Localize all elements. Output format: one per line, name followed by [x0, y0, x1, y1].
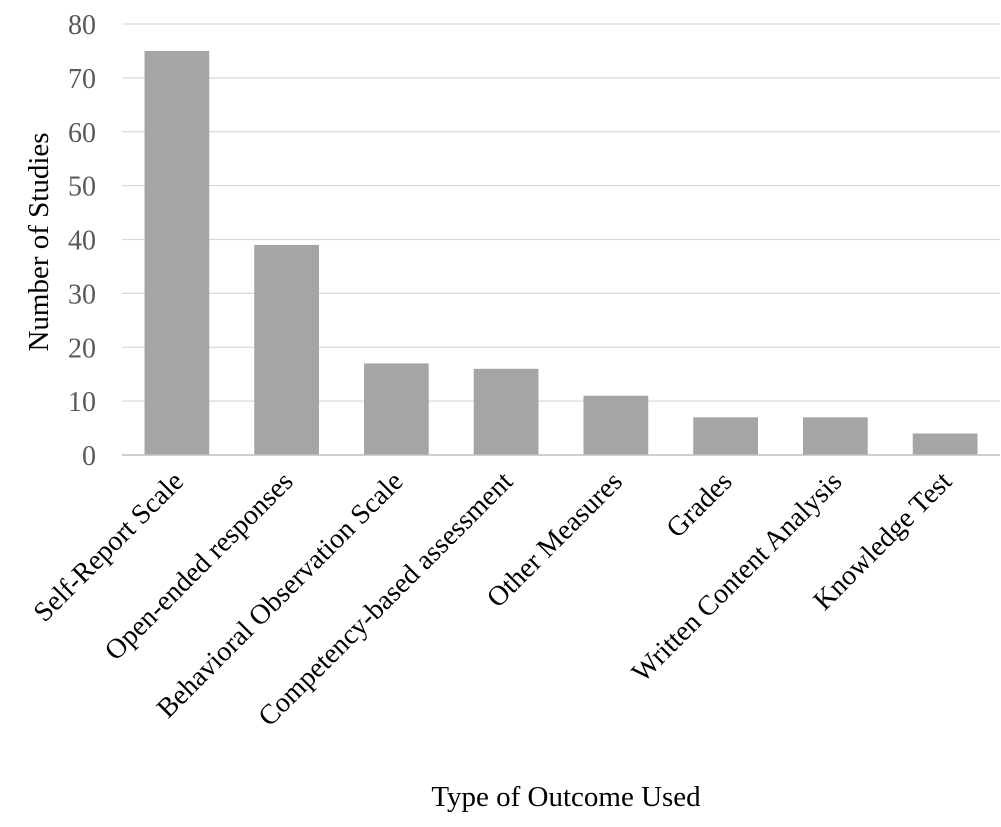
bar-other-measures [583, 395, 649, 455]
y-tick-labels: 0 10 20 30 40 50 60 70 80 [68, 10, 96, 472]
y-tick-label: 40 [68, 226, 96, 257]
x-tick-label: Open-ended responses [99, 466, 300, 667]
y-tick-label: 20 [68, 333, 96, 364]
bar-grades [693, 417, 759, 455]
bar-written-content-analysis [802, 417, 868, 455]
y-tick-label: 10 [68, 387, 96, 418]
y-tick-label: 70 [68, 64, 96, 95]
y-axis-title: Number of Studies [23, 132, 55, 351]
y-tick-label: 80 [68, 10, 96, 41]
x-axis-title: Type of Outcome Used [431, 781, 701, 813]
bars [144, 50, 978, 455]
y-tick-label: 0 [82, 441, 96, 472]
y-tick-label: 30 [68, 279, 96, 310]
gridlines [122, 23, 1000, 402]
bar-open-ended-responses [254, 244, 320, 455]
y-tick-label: 50 [68, 172, 96, 203]
y-tick-label: 60 [68, 118, 96, 149]
x-tick-label: Written Content Analysis [626, 466, 848, 688]
bar-competency-based-assessment [473, 368, 539, 455]
bar-knowledge-test [912, 433, 978, 455]
bar-behavioral-observation-scale [363, 363, 429, 455]
bar-self-report-scale [144, 50, 210, 455]
x-tick-label: Grades [661, 466, 739, 544]
